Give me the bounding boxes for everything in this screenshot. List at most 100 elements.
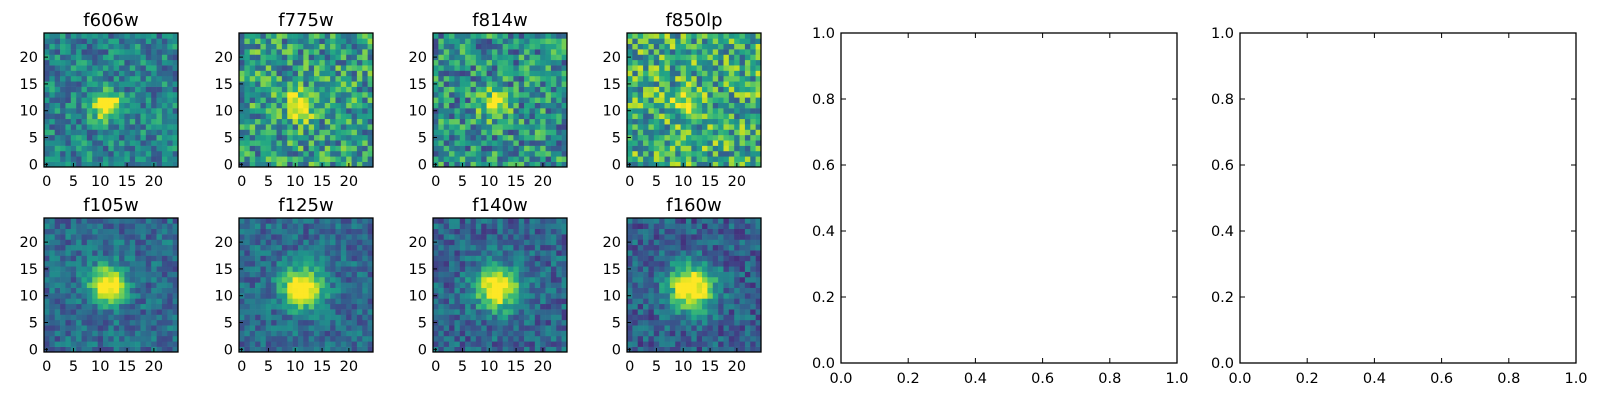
heatmap-cell	[119, 218, 125, 224]
heatmap-cell	[680, 255, 687, 262]
heatmap-cell	[728, 298, 735, 305]
heatmap-cell	[60, 49, 66, 55]
heatmap-cell	[49, 97, 56, 103]
heatmap-cell	[734, 309, 740, 315]
heatmap-cell	[54, 81, 61, 87]
heatmap-cell	[685, 156, 692, 162]
heatmap-cell	[518, 266, 525, 272]
y-tick-label: 10	[215, 104, 233, 120]
heatmap-cell	[470, 223, 477, 230]
heatmap-cell	[324, 134, 331, 141]
heatmap-cell	[113, 150, 120, 157]
heatmap-cell	[156, 346, 163, 353]
heatmap-cell	[356, 250, 363, 256]
heatmap-cell	[669, 335, 676, 342]
heatmap-cell	[691, 43, 697, 50]
heatmap-cell	[728, 309, 735, 315]
heatmap-cell	[680, 309, 687, 315]
heatmap-cell	[540, 33, 546, 39]
heatmap-cell	[561, 228, 568, 235]
heatmap-cell	[491, 124, 498, 130]
heatmap-cell	[65, 314, 72, 321]
heatmap-cell	[324, 228, 331, 235]
heatmap-cell	[303, 298, 309, 305]
heatmap-cell	[330, 287, 336, 294]
heatmap-cell	[287, 335, 293, 342]
heatmap-cell	[518, 282, 525, 288]
heatmap-cell	[276, 228, 283, 235]
heatmap-cell	[744, 266, 751, 272]
heatmap-cell	[330, 276, 336, 283]
heatmap-cell	[265, 108, 272, 114]
heatmap-cell	[750, 108, 756, 114]
heatmap-cell	[696, 260, 703, 267]
heatmap-cell	[346, 49, 352, 55]
heatmap-cell	[324, 346, 331, 353]
heatmap-cell	[712, 70, 719, 77]
heatmap-cell	[260, 341, 267, 347]
heatmap-cell	[44, 156, 50, 162]
heatmap-cell	[249, 314, 256, 321]
heatmap-cell	[728, 341, 735, 347]
heatmap-cell	[265, 260, 272, 267]
heatmap-cell	[481, 129, 487, 136]
heatmap-cell	[685, 255, 692, 262]
heatmap-cell	[755, 335, 762, 342]
heatmap-cell	[281, 150, 288, 157]
heatmap-cell	[265, 33, 272, 39]
heatmap-cell	[675, 54, 681, 61]
heatmap-cell	[659, 266, 665, 272]
heatmap-cell	[497, 140, 503, 146]
heatmap-cell	[249, 223, 256, 230]
heatmap-cell	[712, 161, 719, 168]
heatmap-cell	[260, 33, 267, 39]
heatmap-cell	[244, 239, 251, 246]
heatmap-cell	[265, 134, 272, 141]
heatmap-cell	[81, 140, 88, 146]
heatmap-cell	[718, 102, 724, 109]
heatmap-cell	[346, 330, 352, 337]
heatmap-cell	[140, 86, 147, 93]
heatmap-cell	[367, 325, 374, 331]
heatmap-cell	[239, 70, 245, 77]
heatmap-cell	[308, 156, 315, 162]
heatmap-cell	[129, 113, 136, 120]
heatmap-cell	[340, 108, 347, 114]
heatmap-cell	[151, 129, 157, 136]
heatmap-cell	[330, 91, 336, 98]
heatmap-cell	[86, 239, 93, 246]
heatmap-cell	[314, 118, 320, 125]
heatmap-cell	[470, 287, 477, 294]
heatmap-cell	[513, 113, 520, 120]
heatmap-cell	[314, 54, 320, 61]
heatmap-cell	[637, 129, 644, 136]
heatmap-cell	[513, 276, 520, 283]
heatmap-cell	[108, 260, 114, 267]
heatmap-cell	[449, 97, 455, 103]
heatmap-cell	[465, 140, 471, 146]
heatmap-cell	[92, 86, 98, 93]
heatmap-cell	[454, 65, 461, 71]
heatmap-cell	[550, 218, 557, 224]
heatmap-cell	[508, 239, 514, 246]
heatmap-cell	[659, 75, 665, 82]
heatmap-cell	[108, 43, 114, 50]
heatmap-cell	[239, 113, 245, 120]
heatmap-cell	[108, 287, 114, 294]
heatmap-cell	[172, 140, 179, 146]
heatmap-cell	[680, 54, 687, 61]
heatmap-cell	[335, 70, 342, 77]
heatmap-cell	[319, 234, 326, 240]
heatmap-cell	[712, 33, 719, 39]
heatmap-cell	[151, 54, 157, 61]
heatmap-cell	[314, 97, 320, 103]
heatmap-cell	[239, 97, 245, 103]
heatmap-cell	[518, 118, 525, 125]
heatmap-cell	[502, 134, 509, 141]
heatmap-cell	[119, 102, 125, 109]
heatmap-cell	[691, 70, 697, 77]
heatmap-cell	[707, 309, 714, 315]
heatmap-cell	[271, 260, 277, 267]
heatmap-cell	[260, 287, 267, 294]
heatmap-cell	[691, 108, 697, 114]
